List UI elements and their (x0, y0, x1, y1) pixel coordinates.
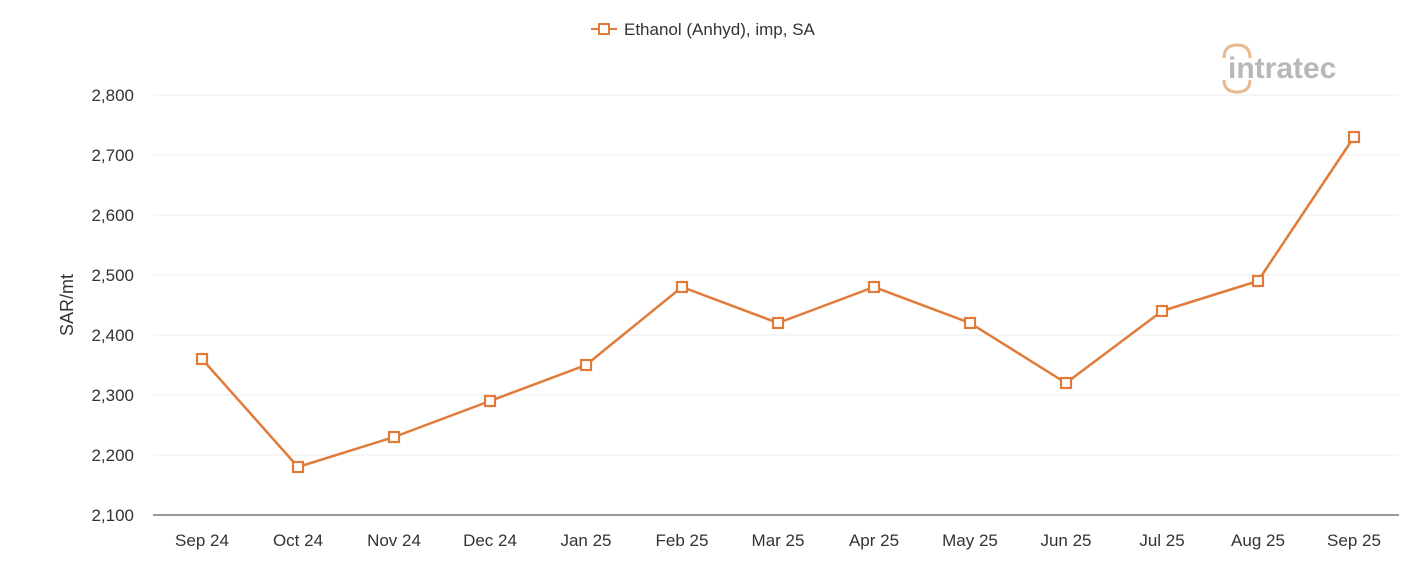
x-tick-label: May 25 (942, 531, 998, 550)
y-tick-label: 2,200 (91, 446, 134, 465)
y-tick-label: 2,800 (91, 86, 134, 105)
data-point (771, 316, 785, 330)
logo-arc-top (1222, 43, 1252, 59)
data-point (1059, 376, 1073, 390)
x-tick-label: Aug 25 (1231, 531, 1285, 550)
data-point (675, 280, 689, 294)
y-axis-ticks: 2,100 2,200 2,300 2,400 2,500 2,600 2,700 2,800 (91, 86, 134, 525)
intratec-logo: intratec (1222, 43, 1336, 94)
data-point (867, 280, 881, 294)
data-point (1155, 304, 1169, 318)
y-axis-title: SAR/mt (57, 274, 77, 336)
x-tick-label: Feb 25 (656, 531, 709, 550)
legend-marker (598, 23, 610, 35)
data-point (579, 358, 593, 372)
logo-text: intratec (1228, 52, 1336, 85)
legend-label: Ethanol (Anhyd), imp, SA (624, 20, 816, 39)
x-tick-label: Apr 25 (849, 531, 899, 550)
x-tick-label: Jul 25 (1139, 531, 1184, 550)
y-tick-label: 2,300 (91, 386, 134, 405)
data-point (483, 394, 497, 408)
data-point (1251, 274, 1265, 288)
x-tick-label: Oct 24 (273, 531, 323, 550)
data-point (195, 352, 209, 366)
data-point (291, 460, 305, 474)
data-point (963, 316, 977, 330)
series-group (195, 130, 1361, 474)
x-axis-ticks: Sep 24 Oct 24 Nov 24 Dec 24 Jan 25 Feb 25 Mar … (175, 531, 1381, 550)
logo-arc-bottom (1222, 79, 1252, 94)
y-tick-label: 2,100 (91, 506, 134, 525)
x-tick-label: Nov 24 (367, 531, 421, 550)
gridlines (153, 94, 1399, 456)
data-point (387, 430, 401, 444)
x-tick-label: Sep 24 (175, 531, 229, 550)
y-tick-label: 2,600 (91, 206, 134, 225)
y-tick-label: 2,700 (91, 146, 134, 165)
x-tick-label: Dec 24 (463, 531, 517, 550)
legend: Ethanol (Anhyd), imp, SA (591, 20, 816, 39)
x-tick-label: Jun 25 (1040, 531, 1091, 550)
x-tick-label: Mar 25 (752, 531, 805, 550)
y-tick-label: 2,400 (91, 326, 134, 345)
x-tick-label: Jan 25 (560, 531, 611, 550)
y-tick-label: 2,500 (91, 266, 134, 285)
x-tick-label: Sep 25 (1327, 531, 1381, 550)
series-line (201, 136, 1356, 469)
data-point (1347, 130, 1361, 144)
